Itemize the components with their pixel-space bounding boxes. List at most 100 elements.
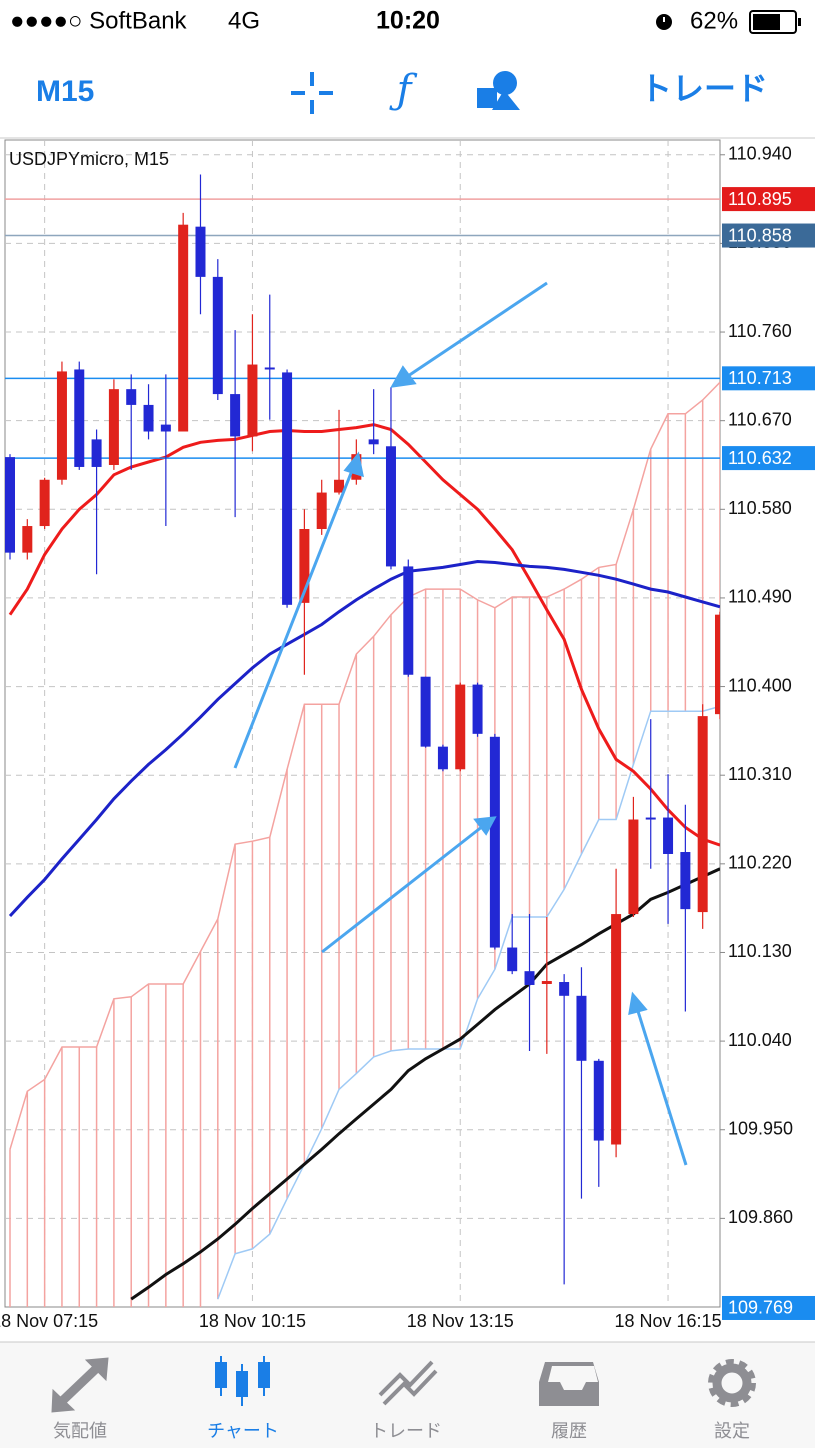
tab-chart[interactable]: チャート (207, 1356, 279, 1441)
objects-button[interactable] (477, 71, 520, 110)
moving-average (8, 423, 720, 847)
tab-history[interactable]: 履歴 (539, 1362, 599, 1441)
price-label: 109.769 (728, 1298, 793, 1318)
candle-body (559, 982, 570, 996)
y-tick-label: 110.580 (728, 498, 792, 518)
plot-area (5, 140, 720, 1307)
candle-body (247, 364, 258, 437)
cloud-upper (9, 381, 720, 1150)
candle-body (230, 394, 241, 437)
candle-body (334, 479, 345, 493)
candle-body (91, 439, 102, 467)
chart: 110.940110.850110.760110.670110.580110.4… (0, 140, 815, 1331)
arrowhead (390, 365, 417, 388)
candle-body (195, 226, 206, 277)
candle-body (420, 676, 431, 747)
candle-body (74, 369, 85, 467)
y-tick-label: 110.760 (728, 321, 792, 341)
x-tick-label: 18 Nov 07:15 (0, 1311, 98, 1331)
battery-icon (749, 10, 801, 34)
trade-button[interactable]: トレード (640, 70, 768, 106)
y-tick-label: 109.950 (728, 1118, 793, 1138)
arrow (635, 1007, 688, 1166)
x-tick-label: 18 Nov 16:15 (615, 1311, 722, 1331)
y-tick-label: 110.220 (728, 853, 792, 873)
candle-body (541, 981, 552, 984)
candle-body (264, 367, 275, 370)
price-label-box (722, 223, 815, 248)
y-tick-label: 110.040 (728, 1030, 792, 1050)
y-tick-label: 109.860 (728, 1207, 793, 1227)
arrow (233, 467, 355, 769)
tab-settings[interactable]: 設定 (708, 1359, 756, 1441)
tab-label: 設定 (714, 1421, 750, 1441)
candle-body (680, 852, 691, 910)
arrow (404, 281, 548, 380)
arrowhead (343, 451, 364, 478)
arrowhead (628, 991, 648, 1016)
arrowhead (473, 816, 497, 836)
clock: 10:20 (376, 7, 440, 35)
cloud-lower (217, 705, 720, 1300)
y-tick-label: 110.670 (728, 409, 792, 429)
price-label: 110.895 (728, 189, 792, 209)
candle-body (437, 746, 448, 770)
candle-body (126, 389, 137, 405)
candle-body (472, 684, 483, 734)
candle-body (212, 276, 223, 395)
candle-body (507, 947, 518, 972)
candle-body (611, 914, 622, 1145)
candle-body (663, 817, 674, 854)
tab-trade[interactable]: トレード (370, 1360, 442, 1441)
y-tick-label: 110.400 (728, 675, 792, 695)
candle-body (645, 817, 656, 820)
candle-body (628, 819, 639, 915)
candle-body (316, 492, 327, 529)
y-tick-label: 110.940 (728, 144, 792, 164)
candle-body (5, 457, 15, 553)
tab-bar (0, 1342, 815, 1448)
y-tick-label: 110.310 (728, 764, 792, 784)
timeframe-button[interactable]: M15 (36, 75, 94, 108)
crosshair-button[interactable] (291, 72, 333, 114)
battery-level: 62% (690, 7, 738, 34)
x-tick-label: 18 Nov 13:15 (407, 1311, 514, 1331)
tab-quotes[interactable]: 気配値 (51, 1357, 109, 1441)
price-label: 110.632 (728, 448, 792, 468)
annotations (233, 281, 688, 1166)
candle-body (368, 439, 379, 445)
tab-label: 履歴 (551, 1421, 587, 1441)
arrow (321, 824, 484, 954)
moving-average (130, 867, 720, 1301)
price-label-box (722, 1295, 815, 1320)
candle-body (282, 372, 293, 605)
candle-body (403, 566, 414, 675)
candle-body (178, 224, 189, 432)
x-tick-label: 18 Nov 10:15 (199, 1311, 306, 1331)
price-label: 110.713 (728, 368, 792, 388)
candle-body (143, 404, 154, 432)
price-label-box (722, 366, 815, 391)
candle-body (385, 446, 396, 567)
candle-body (160, 424, 171, 432)
price-label-box (722, 187, 815, 212)
candle-body (108, 389, 119, 465)
indicators-button[interactable]: ƒ (389, 67, 418, 113)
candle-body (22, 526, 33, 553)
candle-body (299, 529, 310, 603)
candle-body (455, 684, 466, 770)
candle-body (697, 716, 708, 913)
tab-label: 気配値 (53, 1421, 107, 1441)
candle-body (524, 971, 535, 985)
chart-title: USDJPYmicro, M15 (9, 149, 169, 169)
y-tick-label: 110.130 (728, 941, 792, 961)
price-label-box (722, 446, 815, 471)
carrier: ●●●●○ SoftBank (10, 7, 188, 34)
price-label: 110.858 (728, 225, 792, 245)
candle-body (56, 371, 67, 480)
candle-body (715, 614, 720, 715)
candle-body (593, 1060, 604, 1141)
candle-body (489, 736, 500, 948)
